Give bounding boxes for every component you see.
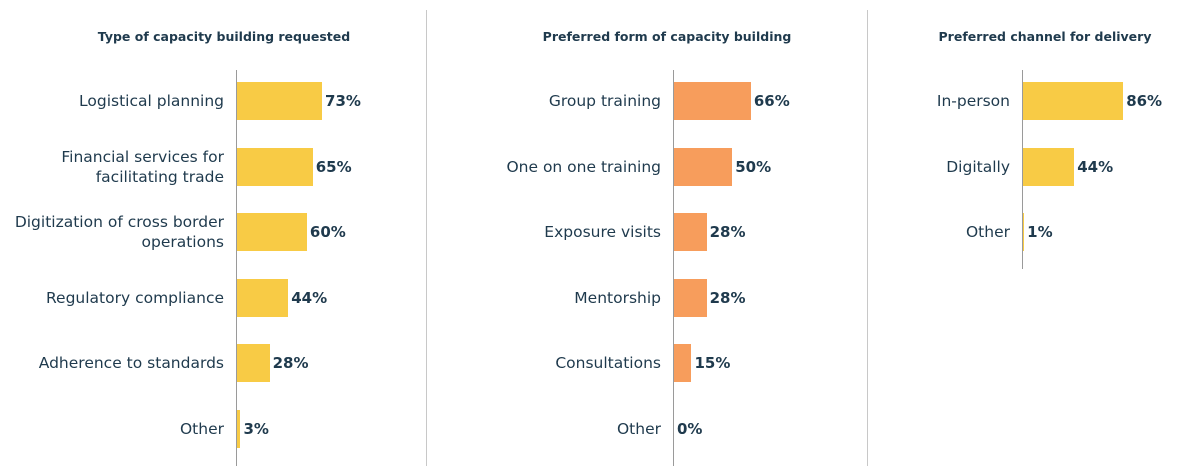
value-label: 15% [694, 354, 731, 373]
category-label: Consultations [555, 354, 661, 373]
value-label: 3% [243, 420, 269, 438]
bar [674, 213, 707, 252]
chart-title: Preferred channel for delivery [938, 29, 1152, 44]
category-label: Digitally [946, 157, 1010, 176]
category-label: In-person [936, 92, 1010, 110]
value-label: 0% [677, 420, 703, 438]
category-label: One on one training [506, 157, 661, 176]
axis-line [673, 70, 674, 466]
bar [237, 344, 270, 383]
value-label: 28% [709, 288, 746, 307]
bar [237, 82, 323, 120]
category-label: Digitization of cross border operations [14, 213, 224, 252]
axis-line [236, 70, 237, 466]
value-label: 28% [272, 354, 309, 373]
bar [674, 82, 751, 120]
bar [1023, 82, 1124, 120]
value-label: 50% [735, 157, 772, 176]
value-label: 44% [1077, 157, 1114, 176]
bar [674, 147, 733, 186]
value-label: 44% [291, 288, 328, 307]
chart-title: Type of capacity building requested [97, 29, 351, 44]
category-label: Financial services for facilitating trad… [61, 147, 224, 186]
value-label: 86% [1126, 92, 1163, 110]
category-label: Regulatory compliance [45, 288, 224, 307]
category-label: Other [616, 420, 661, 438]
divider [426, 10, 427, 466]
category-label: Group training [548, 92, 661, 110]
category-label: Exposure visits [544, 223, 661, 242]
value-label: 1% [1027, 223, 1053, 242]
bar [674, 344, 692, 383]
bar [1023, 213, 1025, 252]
category-label: Other [965, 223, 1010, 242]
category-label: Mentorship [574, 288, 661, 307]
category-label: Logistical planning [79, 92, 224, 110]
chart-title: Preferred form of capacity building [542, 29, 792, 44]
category-label: Other [179, 420, 224, 438]
value-label: 60% [309, 223, 346, 242]
divider [867, 10, 868, 466]
bar [237, 147, 313, 186]
bar [1023, 147, 1075, 186]
value-label: 65% [315, 157, 352, 176]
value-label: 28% [709, 223, 746, 242]
value-label: 66% [753, 92, 790, 110]
bar [237, 278, 289, 317]
bar [237, 410, 241, 448]
bar [674, 278, 707, 317]
axis-line [1022, 70, 1023, 269]
value-label: 73% [325, 92, 361, 110]
bar [237, 213, 307, 252]
category-label: Adherence to standards [38, 354, 224, 373]
